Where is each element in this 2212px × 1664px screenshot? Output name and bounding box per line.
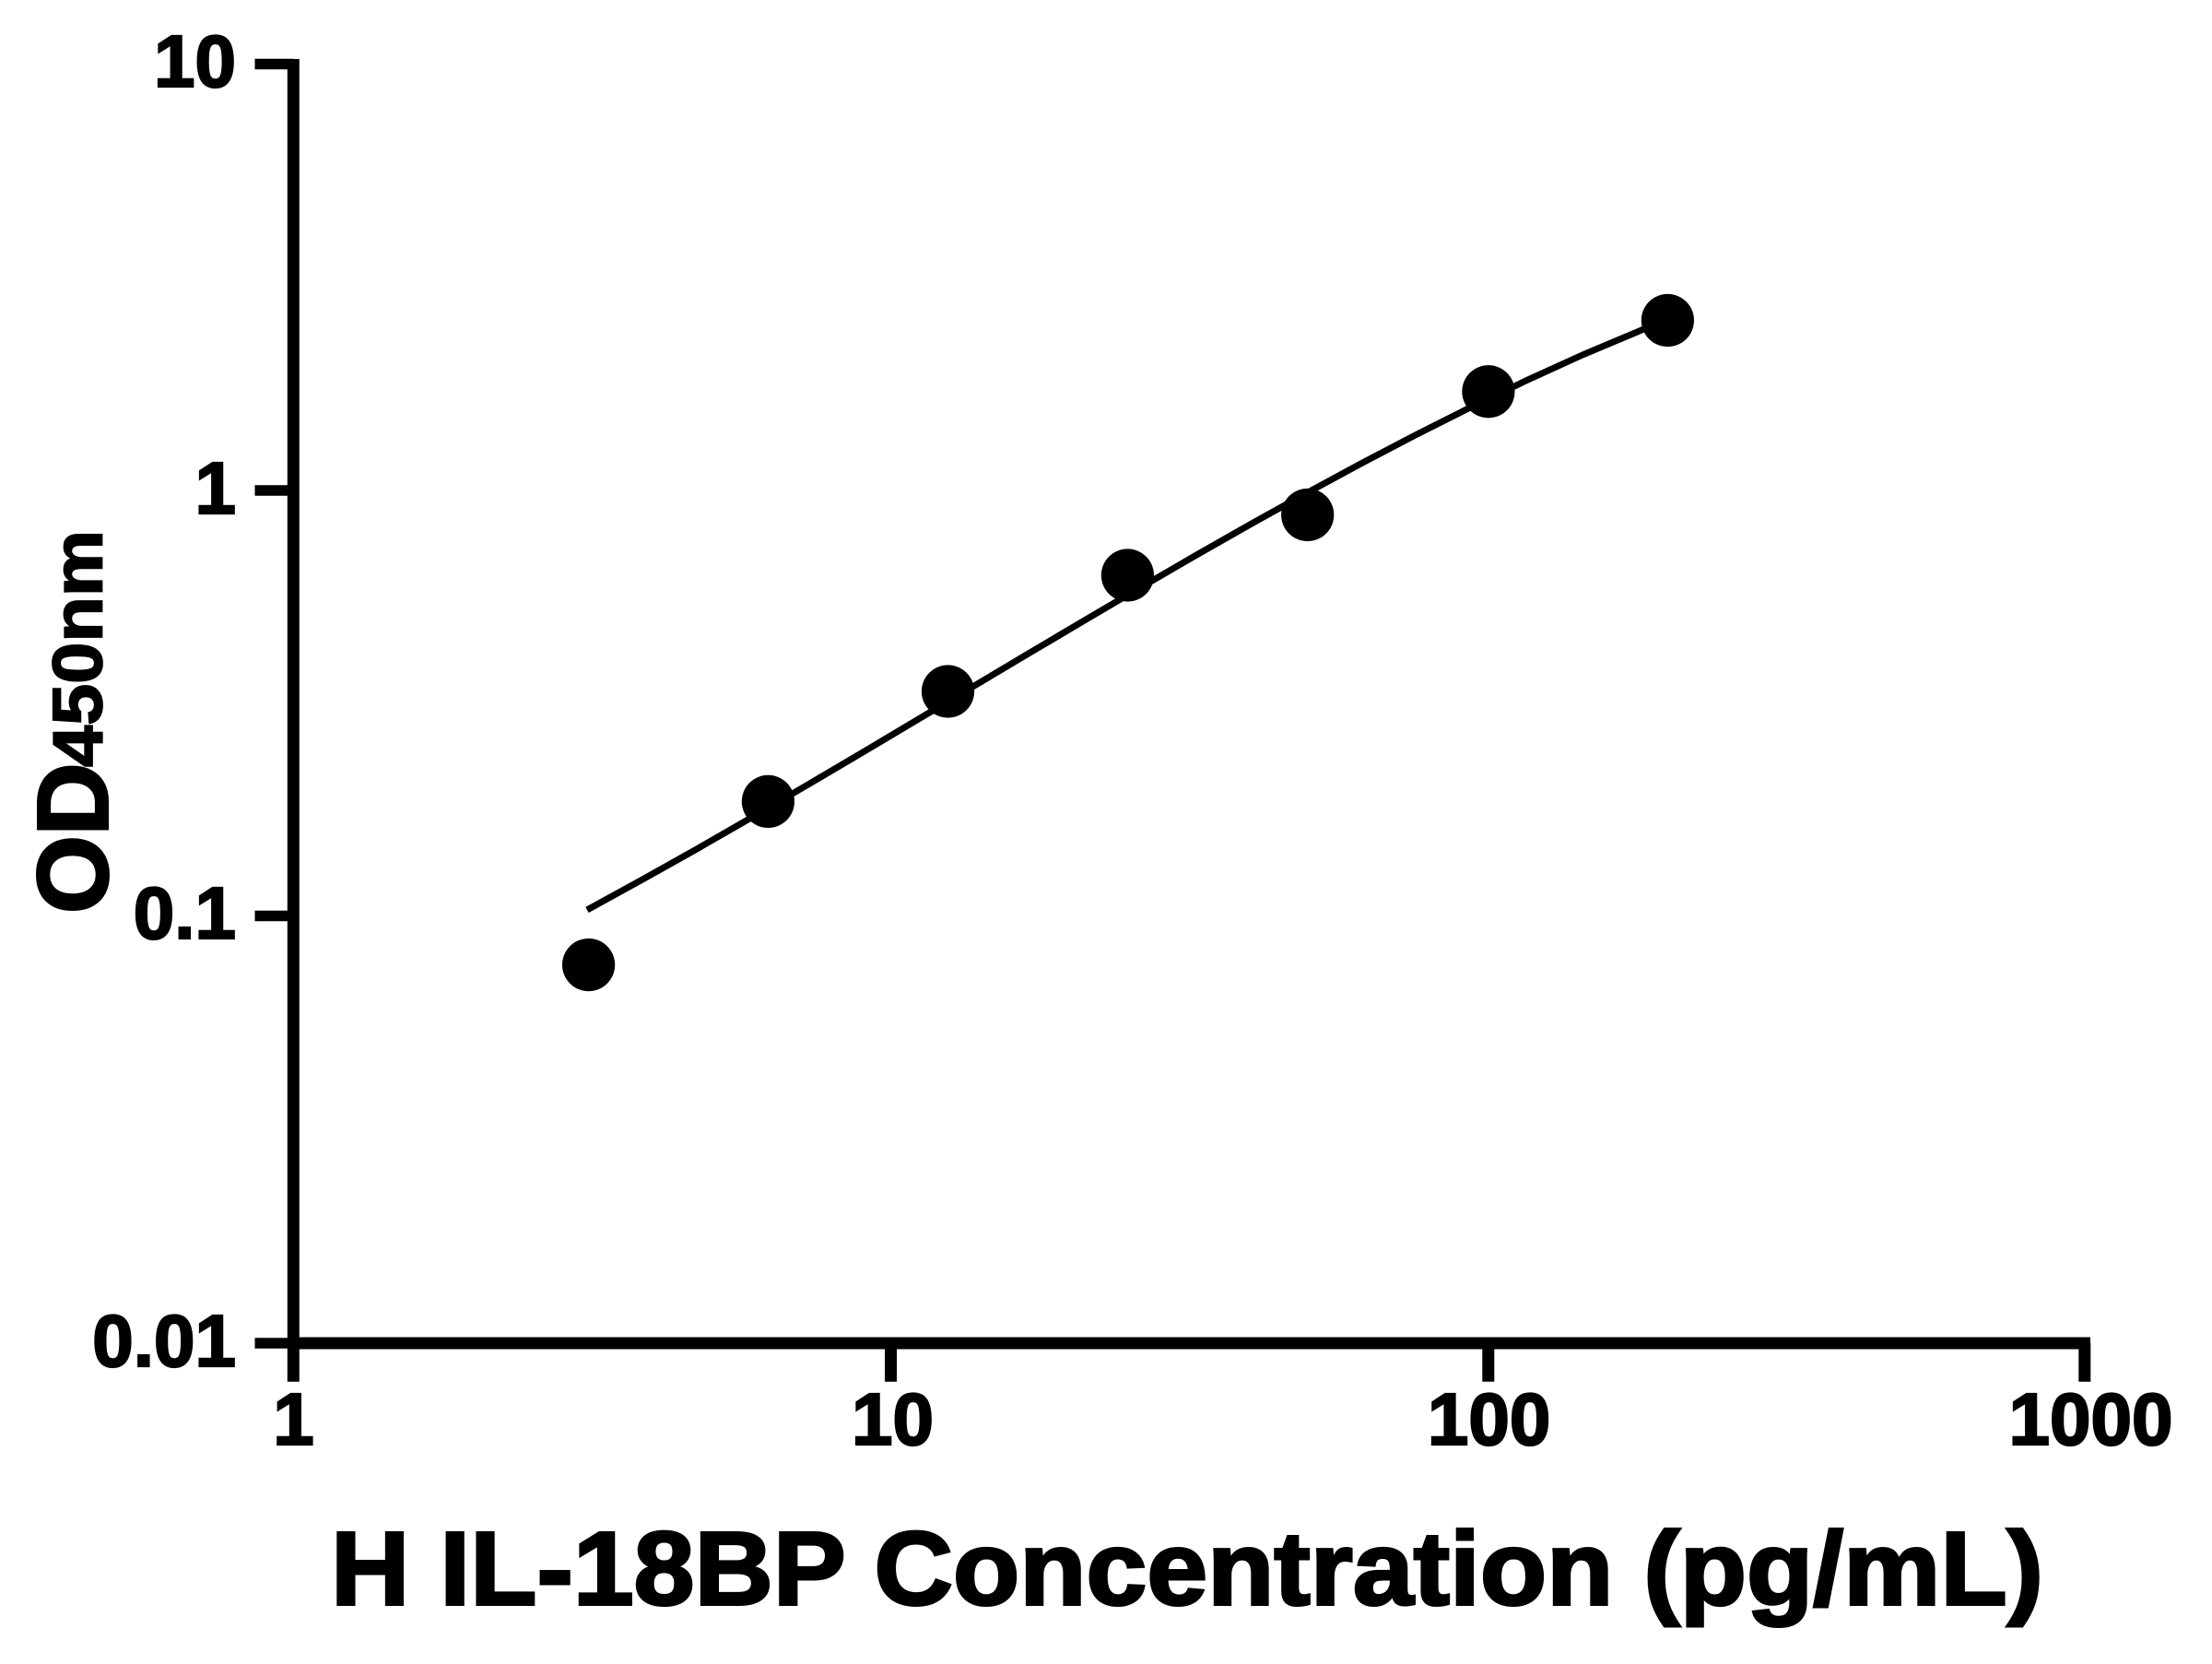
svg-text:10: 10	[154, 20, 236, 102]
svg-text:10: 10	[852, 1378, 934, 1460]
svg-text:OD450nm: OD450nm	[18, 530, 130, 914]
svg-text:1: 1	[195, 447, 237, 529]
svg-text:1: 1	[273, 1378, 314, 1460]
svg-text:0.1: 0.1	[134, 872, 236, 954]
svg-text:0.01: 0.01	[92, 1300, 236, 1382]
svg-text:1000: 1000	[2009, 1378, 2173, 1460]
svg-text:100: 100	[1428, 1378, 1550, 1460]
svg-text:H IL-18BP Concentration (pg/mL: H IL-18BP Concentration (pg/mL)	[331, 1511, 2043, 1627]
